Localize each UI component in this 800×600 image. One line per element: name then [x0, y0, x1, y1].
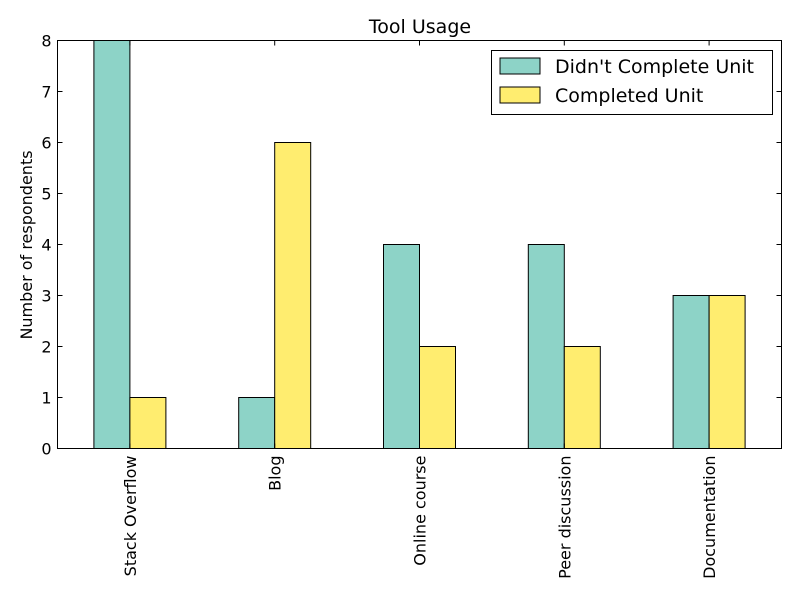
y-axis-label: Number of respondents: [17, 150, 36, 339]
y-tick-label: 2: [41, 338, 51, 357]
y-tick-label: 6: [41, 134, 51, 153]
y-tick-label: 1: [41, 389, 51, 408]
legend-swatch-1: [499, 86, 541, 104]
y-tick-label: 0: [41, 440, 51, 459]
x-tick-label: Peer discussion: [555, 456, 574, 579]
y-tick-label: 5: [41, 185, 51, 204]
bar-didnt-complete-4: [672, 295, 710, 449]
legend: Didn't Complete Unit Completed Unit: [491, 50, 773, 115]
ticks-layer: Stack Overflow Blog Online course Peer disc…: [41, 32, 782, 579]
bar-completed-1: [274, 142, 312, 449]
bar-didnt-complete-3: [527, 244, 565, 449]
bar-completed-2: [419, 346, 456, 449]
bar-didnt-complete-0: [93, 40, 131, 449]
x-tick-label: Online course: [411, 456, 430, 566]
y-tick-label: 4: [41, 236, 51, 255]
y-tick-label: 8: [41, 32, 51, 51]
plot-frame: [57, 40, 782, 449]
bars-layer: [93, 40, 746, 449]
legend-label-1: Completed Unit: [555, 85, 703, 107]
x-tick-label: Documentation: [700, 456, 719, 579]
legend-swatch-0: [499, 57, 541, 75]
legend-label-0: Didn't Complete Unit: [555, 56, 754, 78]
x-tick-label: Blog: [266, 456, 285, 491]
bar-completed-4: [708, 295, 746, 449]
bar-completed-0: [129, 397, 167, 449]
bar-didnt-complete-2: [383, 244, 420, 449]
x-tick-label: Stack Overflow: [121, 456, 140, 577]
bar-completed-3: [563, 346, 601, 449]
y-tick-label: 7: [41, 83, 51, 102]
y-tick-label: 3: [41, 287, 51, 306]
chart-title: Tool Usage: [368, 16, 471, 38]
bar-didnt-complete-1: [238, 397, 276, 449]
